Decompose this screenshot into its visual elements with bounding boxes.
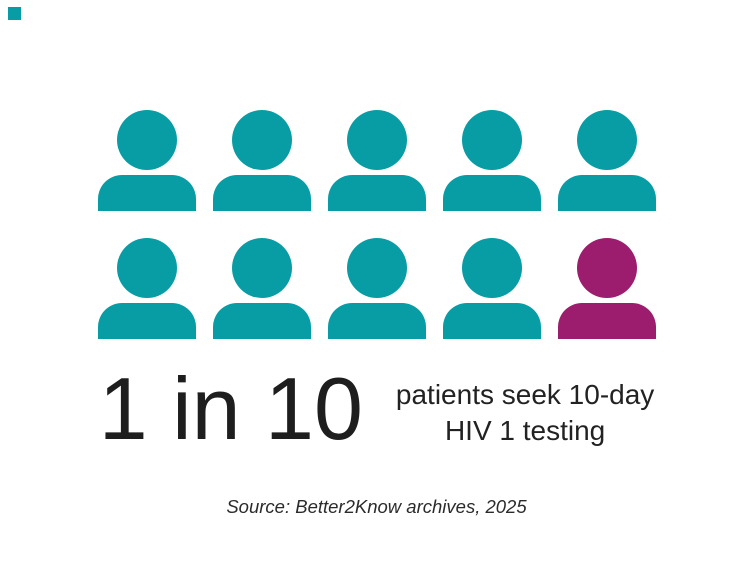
person-head	[461, 238, 522, 298]
person-head	[576, 110, 637, 170]
person-head	[461, 110, 522, 170]
ratio-label: 1 in 10	[98, 359, 363, 458]
person-icon	[97, 238, 196, 339]
stat-row: 1 in 10 patients seek 10-day HIV 1 testi…	[0, 358, 753, 459]
person-torso	[557, 303, 656, 339]
corner-accent-square	[8, 7, 21, 20]
person-torso	[212, 303, 311, 339]
person-torso	[327, 175, 426, 211]
person-icon-grid	[0, 110, 753, 339]
person-torso	[327, 303, 426, 339]
person-head	[231, 110, 292, 170]
stat-description-line1: patients seek 10-day	[395, 378, 655, 410]
person-icon	[97, 110, 196, 211]
person-icon	[557, 110, 656, 211]
person-icon-highlighted	[557, 238, 656, 339]
stat-description-line2: HIV 1 testing	[444, 414, 606, 446]
person-head	[116, 238, 177, 298]
person-head	[116, 110, 177, 170]
person-head	[231, 238, 292, 298]
person-head	[346, 110, 407, 170]
source-citation: Source: Better2Know archives, 2025	[226, 496, 527, 518]
person-icon	[327, 238, 426, 339]
person-head	[576, 238, 637, 298]
person-head	[346, 238, 407, 298]
person-icon	[442, 238, 541, 339]
person-torso	[97, 175, 196, 211]
person-icon	[212, 110, 311, 211]
person-torso	[442, 303, 541, 339]
person-icon	[442, 110, 541, 211]
person-torso	[212, 175, 311, 211]
person-torso	[97, 303, 196, 339]
person-icon	[212, 238, 311, 339]
person-torso	[442, 175, 541, 211]
person-icon	[327, 110, 426, 211]
stat-description: patients seek 10-day HIV 1 testing	[396, 377, 654, 449]
person-torso	[557, 175, 656, 211]
